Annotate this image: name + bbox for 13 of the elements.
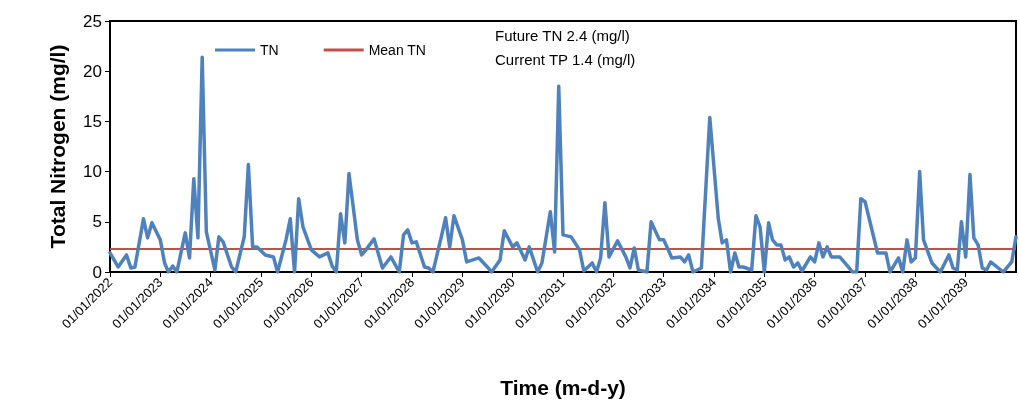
legend-label: TN <box>260 42 279 58</box>
y-tick-label: 15 <box>83 111 102 131</box>
y-tick-label: 20 <box>83 61 102 81</box>
y-axis-title: Total Nitrogen (mg/l) <box>46 44 69 249</box>
y-tick-label: 10 <box>83 162 102 182</box>
legend-label: Mean TN <box>368 42 426 58</box>
y-tick-label: 5 <box>92 212 102 232</box>
line-series <box>108 55 1018 274</box>
y-tick-label: 0 <box>92 262 102 282</box>
y-tick-label: 25 <box>83 11 102 31</box>
x-axis-title: Time (m-d-y) <box>500 376 626 399</box>
annotation: Current TP 1.4 (mg/l) <box>495 51 636 68</box>
annotation: Future TN 2.4 (mg/l) <box>495 27 630 44</box>
